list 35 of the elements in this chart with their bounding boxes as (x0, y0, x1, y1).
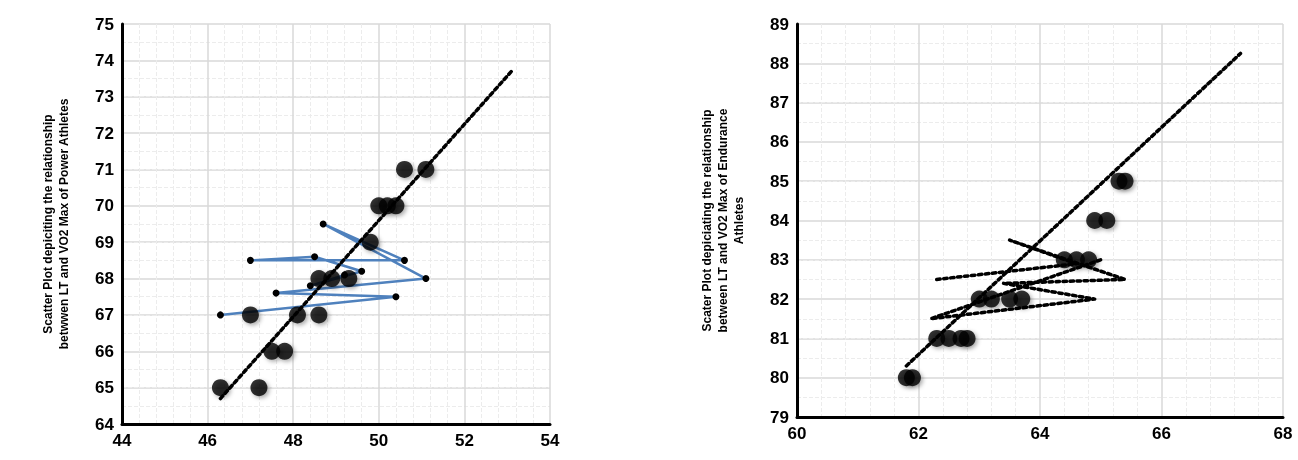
y-tick-label: 86 (770, 132, 789, 152)
x-tick-label: 64 (1030, 424, 1050, 443)
y-axis-title: Scatter Plot depiciting the relationship betwwen LT and VO2 Max of Power Athletes (41, 98, 71, 350)
y-tick-label: 70 (95, 196, 114, 216)
x-tick-label: 48 (283, 431, 303, 450)
y-tick-label: 71 (95, 159, 114, 179)
y-tick-label: 82 (770, 289, 789, 309)
y-tick-label: 80 (770, 368, 789, 388)
y-tick-label: 84 (770, 211, 790, 230)
y-tick-label: 75 (95, 14, 114, 34)
y-tick-label: 81 (770, 328, 789, 348)
y-tick-label: 67 (95, 305, 114, 325)
y-tick-label: 66 (95, 341, 114, 361)
y-tick-label: 87 (770, 93, 789, 113)
x-tick-label: 46 (198, 431, 218, 450)
x-tick-label: 66 (1152, 424, 1171, 443)
y-tick-label: 72 (95, 123, 114, 143)
x-tick-label: 52 (454, 431, 474, 450)
y-tick-label: 88 (770, 53, 789, 73)
y-tick-label: 79 (770, 407, 789, 427)
y-tick-label: 89 (770, 14, 789, 34)
x-tick-label: 60 (787, 424, 807, 443)
x-tick-label: 62 (909, 424, 928, 443)
y-tick-label: 69 (95, 232, 114, 252)
x-tick-label: 50 (369, 431, 389, 450)
x-tick-label: 54 (540, 431, 560, 450)
y-axis-title: Scater Plot depiciating the relationship between LT and VO2 Max of Endurance Athletes (700, 108, 746, 333)
y-tick-label: 85 (770, 171, 789, 191)
y-tick-label: 83 (770, 250, 789, 270)
y-tick-label: 74 (95, 50, 115, 70)
y-tick-label: 68 (95, 269, 114, 289)
y-tick-label: 73 (95, 87, 114, 107)
y-tick-label: 65 (95, 378, 114, 398)
x-tick-label: 44 (112, 431, 132, 450)
x-tick-label: 68 (1273, 424, 1293, 443)
